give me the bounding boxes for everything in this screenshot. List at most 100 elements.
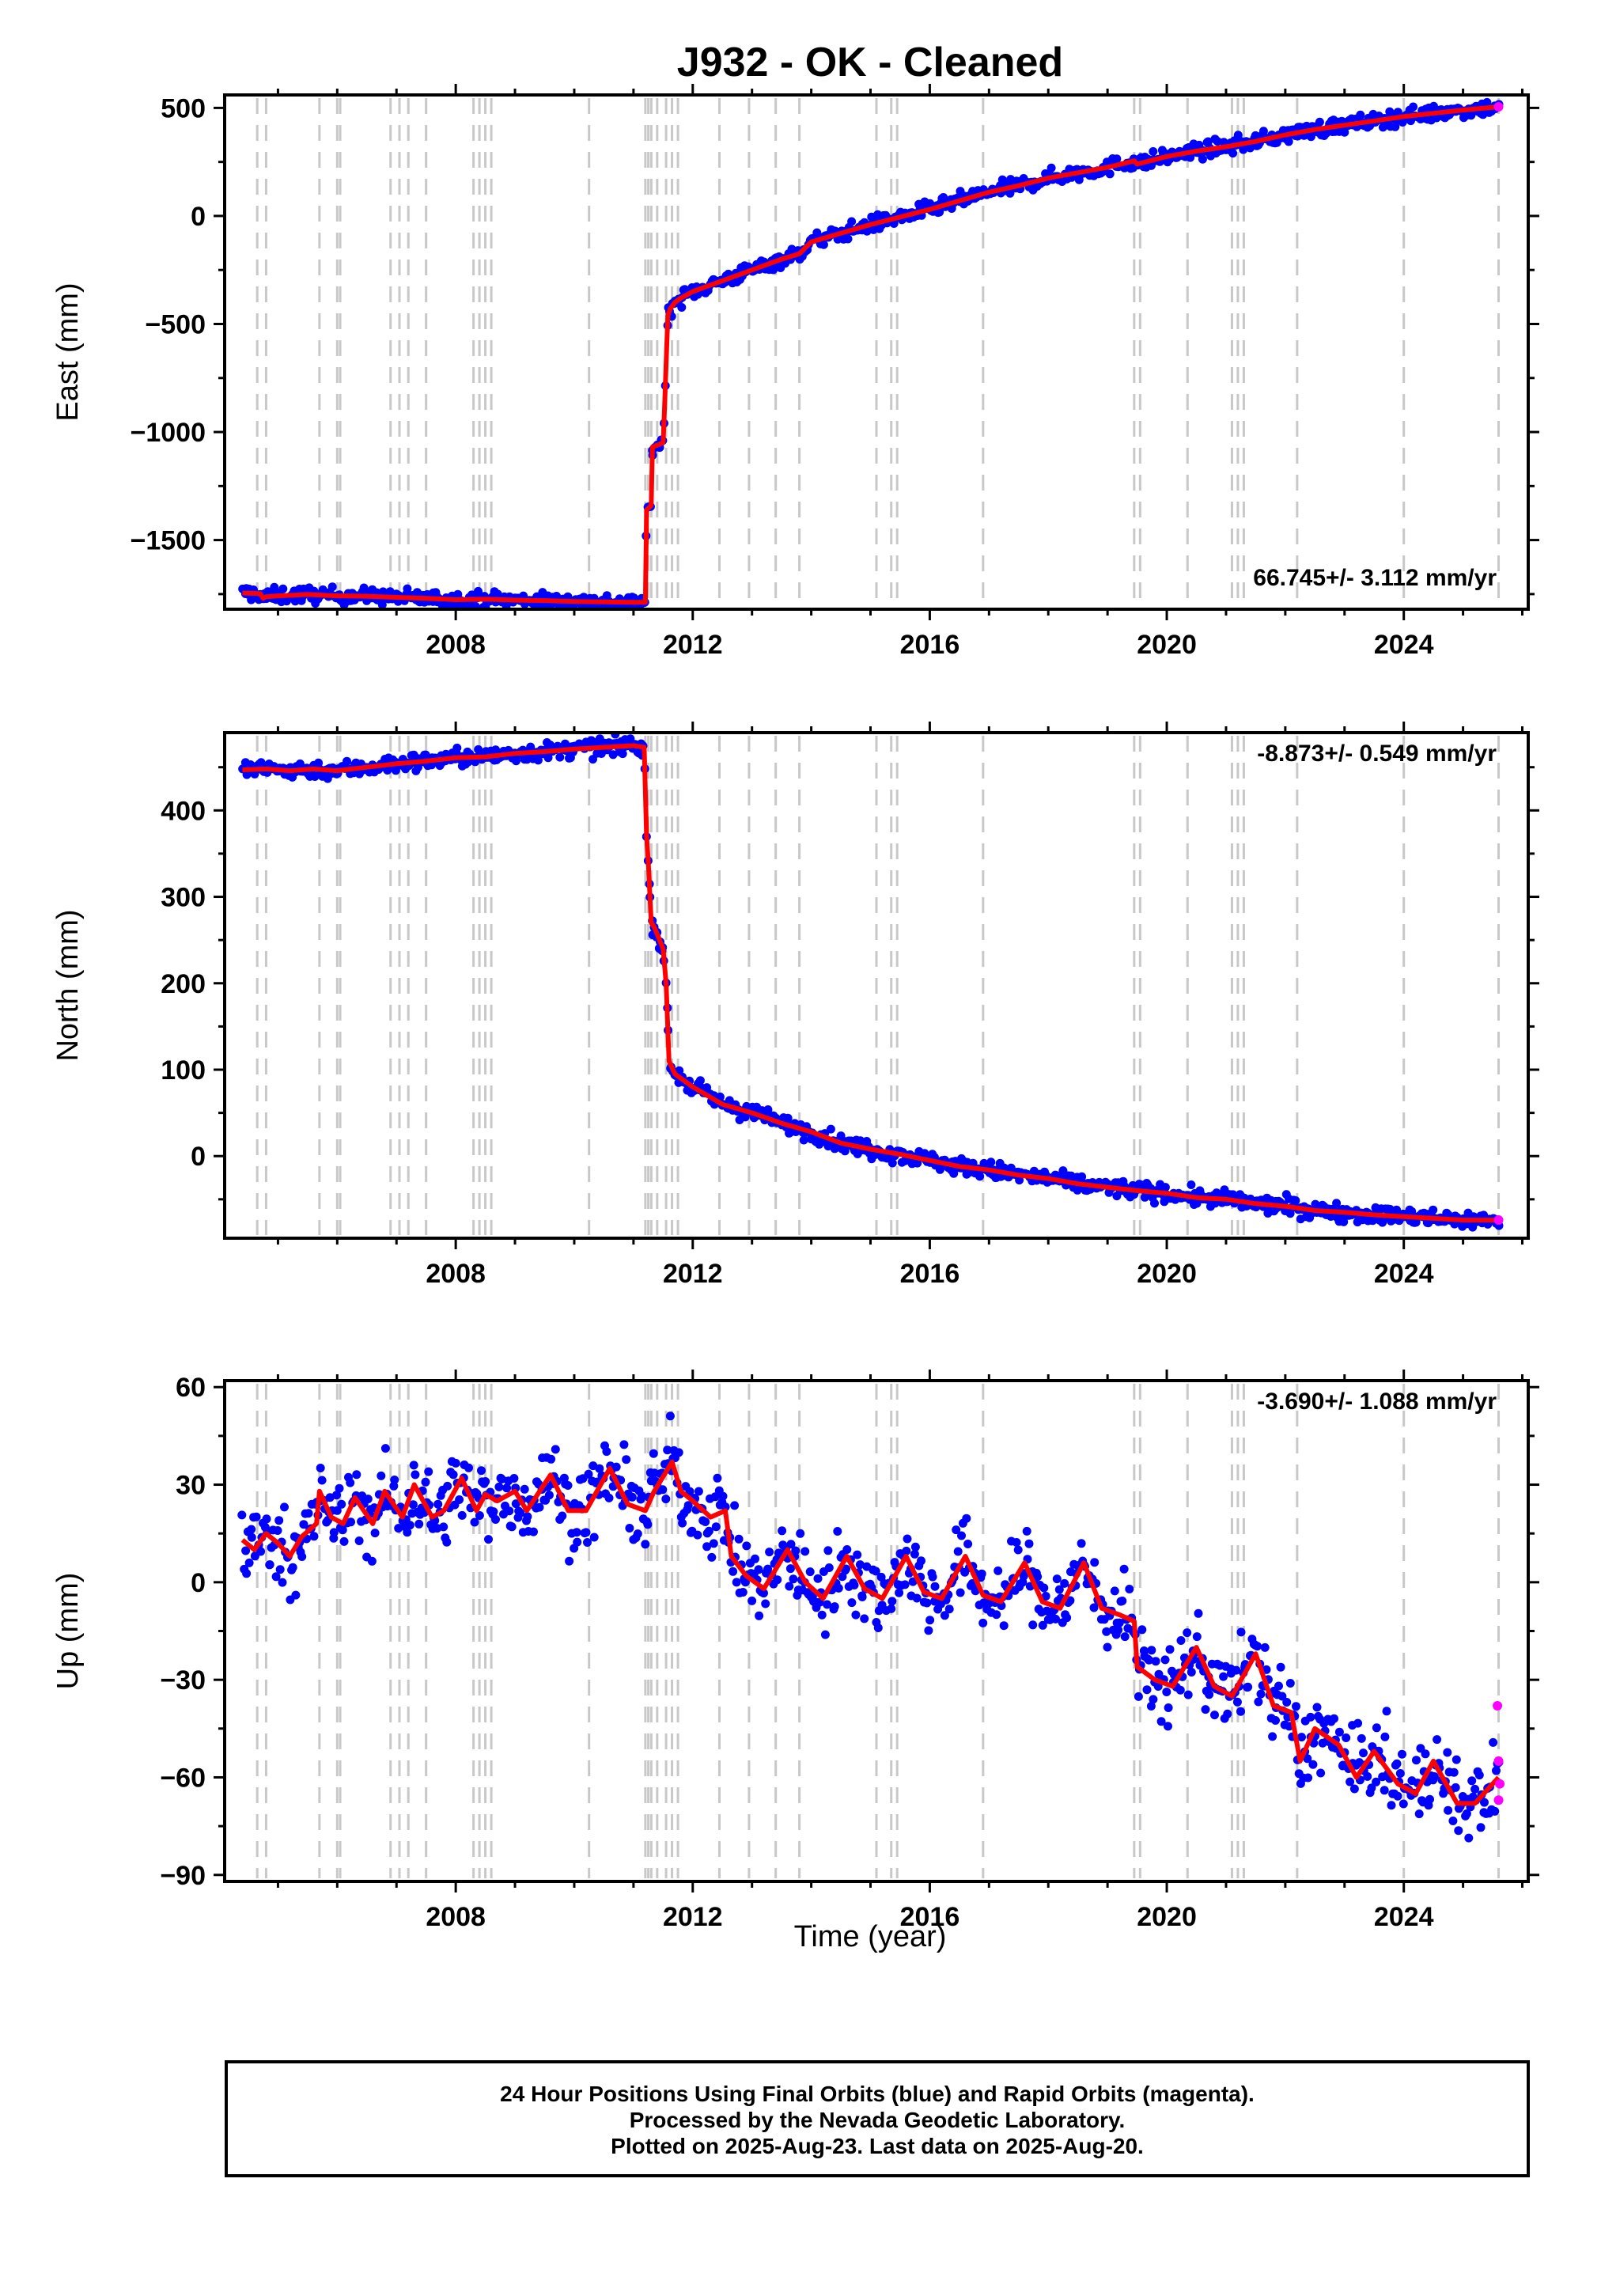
final-point: [843, 234, 853, 244]
final-point: [978, 1618, 988, 1627]
final-point: [902, 1546, 911, 1555]
final-point: [842, 1564, 850, 1574]
final-point: [742, 1541, 751, 1551]
final-point: [649, 1449, 658, 1458]
final-point: [471, 601, 480, 609]
final-point: [968, 1158, 978, 1168]
final-point: [949, 1169, 959, 1178]
final-point: [309, 1532, 319, 1541]
final-point: [1058, 1166, 1068, 1176]
final-point: [584, 1469, 593, 1479]
final-point: [1346, 1777, 1355, 1786]
final-point: [922, 1598, 932, 1608]
final-point: [484, 1535, 493, 1544]
final-point: [860, 1614, 869, 1623]
final-point: [424, 1467, 433, 1476]
final-point: [1060, 1578, 1069, 1588]
final-point: [1236, 1627, 1246, 1637]
final-point: [1038, 1620, 1047, 1630]
final-point: [481, 1477, 490, 1486]
final-point: [583, 1538, 592, 1547]
final-point: [900, 1580, 910, 1589]
x-axis-label: Time (year): [794, 1920, 947, 1953]
final-point: [271, 1572, 281, 1582]
final-point: [1054, 1585, 1064, 1594]
final-point: [411, 1470, 420, 1480]
y-tick-label: 500: [161, 93, 206, 123]
final-point: [1119, 1564, 1129, 1574]
y-tick-label: −30: [160, 1665, 206, 1695]
final-point: [1409, 102, 1418, 112]
final-point: [1256, 1689, 1266, 1699]
y-tick-label: 0: [191, 202, 206, 232]
final-point: [1151, 1657, 1160, 1666]
final-point: [1176, 1636, 1186, 1645]
final-point: [325, 1493, 335, 1502]
final-point: [658, 1485, 668, 1495]
final-point: [748, 1596, 757, 1605]
x-tick-label: 2024: [1374, 1902, 1434, 1932]
final-point: [618, 749, 627, 759]
final-point: [274, 1516, 284, 1525]
final-point: [1258, 127, 1268, 136]
final-point: [785, 1564, 795, 1574]
final-point: [888, 1597, 897, 1606]
final-point: [380, 1444, 390, 1453]
final-point: [873, 1623, 883, 1632]
north-model-line: [242, 743, 1499, 1223]
final-point: [595, 1464, 604, 1473]
final-point: [1454, 1826, 1463, 1836]
final-point: [408, 1500, 418, 1510]
final-point: [470, 1517, 479, 1527]
final-point: [262, 1514, 271, 1524]
x-tick-label: 2020: [1137, 1259, 1197, 1289]
final-point: [265, 1560, 274, 1570]
final-point: [464, 1463, 473, 1472]
x-tick-label: 2016: [900, 630, 960, 660]
east-final-points: [238, 97, 1504, 609]
final-point: [256, 1547, 266, 1556]
final-point: [1380, 1732, 1390, 1741]
final-point: [1304, 1773, 1313, 1783]
final-point: [338, 1525, 347, 1535]
x-tick-label: 2008: [426, 1259, 486, 1289]
footer-line-1: 24 Hour Positions Using Final Orbits (bl…: [500, 2082, 1255, 2106]
final-point: [800, 1547, 810, 1556]
north-final-points: [238, 733, 1504, 1232]
final-point: [247, 1525, 256, 1534]
y-tick-label: 0: [191, 1142, 206, 1172]
final-point: [1451, 1783, 1460, 1792]
up-panel: 2008 2012 2016 2020 2024 −90 −60 −30 0 30 60 Up (mm…: [51, 1370, 1539, 1932]
x-tick-label: 2016: [900, 1259, 960, 1289]
final-point: [1349, 1784, 1359, 1794]
final-point: [273, 1526, 282, 1535]
final-point: [1474, 1771, 1484, 1780]
final-point: [1089, 1603, 1099, 1612]
final-point: [871, 1567, 880, 1576]
final-point: [359, 583, 369, 593]
final-point: [452, 743, 462, 752]
final-point: [791, 1546, 800, 1555]
final-point: [455, 1495, 464, 1504]
final-point: [633, 1529, 642, 1539]
final-point: [343, 756, 351, 766]
rapid-point: [1493, 1701, 1503, 1711]
final-point: [992, 1610, 1001, 1620]
final-point: [641, 1540, 650, 1549]
final-point: [729, 1567, 738, 1576]
up-step-lines: [255, 1384, 1501, 1878]
final-point: [823, 1546, 833, 1555]
final-point: [1297, 1733, 1306, 1742]
final-point: [1125, 1585, 1134, 1593]
final-point: [847, 217, 857, 226]
final-point: [494, 1482, 504, 1491]
final-point: [847, 1598, 857, 1608]
final-point: [977, 1569, 986, 1578]
final-point: [754, 1565, 763, 1574]
final-point: [851, 1610, 861, 1620]
final-point: [602, 1447, 611, 1457]
final-point: [501, 601, 511, 609]
final-point: [661, 1495, 671, 1504]
east-model-line: [242, 104, 1499, 605]
final-point: [317, 1476, 327, 1485]
